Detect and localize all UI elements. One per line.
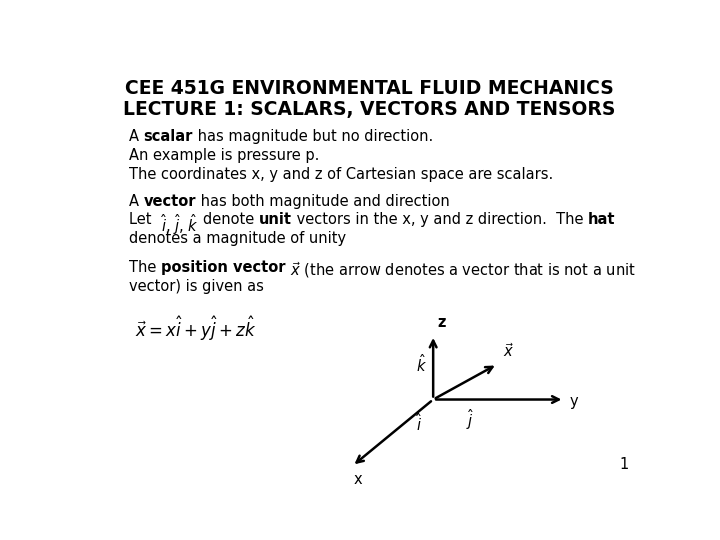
Text: denotes a magnitude of unity: denotes a magnitude of unity — [129, 231, 346, 246]
Text: $\hat{i}$: $\hat{i}$ — [415, 412, 423, 434]
Text: denote: denote — [202, 212, 258, 227]
Text: z: z — [438, 315, 446, 330]
Text: has magnitude but no direction.: has magnitude but no direction. — [193, 129, 433, 144]
Text: y: y — [570, 394, 578, 409]
Text: Let: Let — [129, 212, 161, 227]
Text: The: The — [129, 260, 161, 275]
Text: The coordinates x, y and z of Cartesian space are scalars.: The coordinates x, y and z of Cartesian … — [129, 167, 553, 181]
Text: $\hat{i}$, $\hat{j}$, $\hat{k}$: $\hat{i}$, $\hat{j}$, $\hat{k}$ — [161, 212, 202, 237]
Text: $\vec{x} = x\hat{i} + y\hat{j} + z\hat{k}$: $\vec{x} = x\hat{i} + y\hat{j} + z\hat{k… — [135, 314, 256, 343]
Text: A: A — [129, 129, 144, 144]
Text: $\vec{x}$ (the arrow denotes a vector that is not a unit: $\vec{x}$ (the arrow denotes a vector th… — [286, 260, 636, 280]
Text: position vector: position vector — [161, 260, 286, 275]
Text: CEE 451G ENVIRONMENTAL FLUID MECHANICS: CEE 451G ENVIRONMENTAL FLUID MECHANICS — [125, 79, 613, 98]
Text: A: A — [129, 194, 144, 208]
Text: $\hat{j}$: $\hat{j}$ — [466, 407, 474, 432]
Text: has both magnitude and direction: has both magnitude and direction — [196, 194, 450, 208]
Text: An example is pressure p.: An example is pressure p. — [129, 148, 320, 163]
Text: $\vec{x}$: $\vec{x}$ — [503, 342, 514, 360]
Text: LECTURE 1: SCALARS, VECTORS AND TENSORS: LECTURE 1: SCALARS, VECTORS AND TENSORS — [123, 100, 615, 119]
Text: scalar: scalar — [144, 129, 193, 144]
Text: hat: hat — [588, 212, 615, 227]
Text: x: x — [354, 472, 362, 487]
Text: vectors in the x, y and z direction.  The: vectors in the x, y and z direction. The — [292, 212, 588, 227]
Text: $\hat{k}$: $\hat{k}$ — [415, 353, 426, 375]
Text: vector) is given as: vector) is given as — [129, 279, 264, 294]
Text: vector: vector — [144, 194, 196, 208]
Text: unit: unit — [258, 212, 292, 227]
Text: 1: 1 — [619, 457, 629, 472]
